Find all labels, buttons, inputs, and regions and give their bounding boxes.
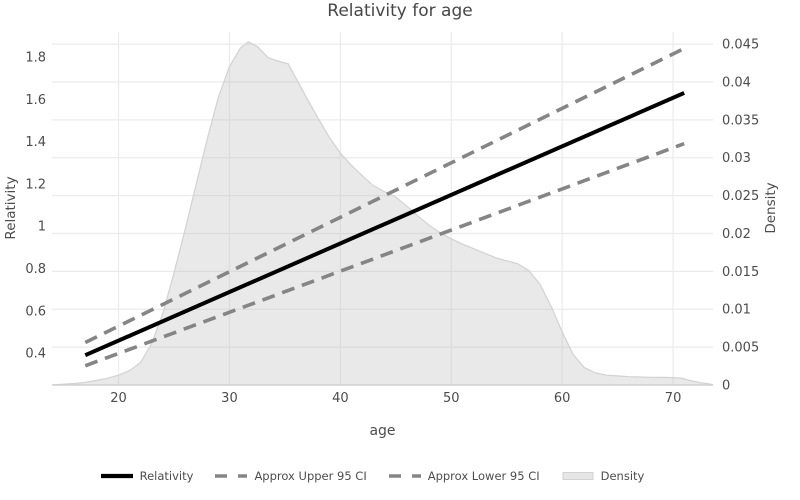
density-outline (51, 41, 714, 386)
y-left-tick-label: 1.4 (25, 135, 46, 150)
y-right-tick-label: 0.04 (722, 75, 751, 90)
legend-label: Density (600, 469, 645, 483)
y-right-tick-label: 0.01 (722, 303, 751, 318)
relativity-line (84, 91, 685, 358)
y-right-tick-label: 0.02 (722, 227, 751, 242)
y-right-tick-label: 0.045 (722, 38, 759, 53)
y-left-tick-label: 1.6 (25, 93, 46, 108)
chart-title: Relativity for age (327, 1, 473, 21)
y-axis-title-left: Relativity (3, 176, 19, 240)
y-left-tick-label: 0.6 (25, 304, 46, 319)
legend: Relativity Approx Upper 95 CI Approx Lower… (0, 463, 745, 489)
chart-canvas: 20 30 40 50 60 70 0.4 0.6 0.8 1 1.2 1.4 1.6 1.8 0 0.005… (25, 32, 759, 406)
y-left-tick-label: 1.2 (25, 177, 46, 192)
x-tick-label: 60 (554, 391, 571, 406)
y-right-tick-label: 0.005 (722, 341, 759, 356)
legend-label: Approx Upper 95 CI (254, 469, 367, 483)
lower-ci-line (84, 141, 685, 368)
x-tick-label: 20 (110, 391, 127, 406)
y-right-tick-label: 0.03 (722, 151, 751, 166)
x-tick-label: 40 (332, 391, 349, 406)
y-left-tick-label: 0.4 (25, 347, 46, 362)
y-axis-title-right: Density (763, 182, 779, 234)
x-tick-label: 30 (221, 391, 238, 406)
dashed-line-sample-icon (388, 474, 421, 478)
upper-ci-line (84, 46, 685, 345)
x-axis-title: age (369, 423, 396, 439)
legend-label: Relativity (139, 469, 194, 483)
y-left-tick-label: 1.8 (25, 50, 46, 65)
legend-label: Approx Lower 95 CI (427, 469, 540, 483)
y-left-tick-label: 1 (38, 220, 46, 235)
area-line-sample-icon (562, 472, 594, 480)
y-right-tick-label: 0.025 (722, 189, 759, 204)
legend-item-approx-lower-95-ci[interactable]: Approx Lower 95 CI (388, 469, 540, 483)
legend-item-relativity[interactable]: Relativity (100, 469, 194, 483)
y-right-tick-label: 0.015 (722, 265, 759, 280)
dashed-line-sample-icon (215, 474, 248, 478)
density-area (52, 41, 713, 386)
legend-item-density[interactable]: Density (562, 469, 645, 483)
y-right-tick-label: 0 (722, 379, 730, 394)
tick-labels: 20 30 40 50 60 70 0.4 0.6 0.8 1 1.2 1.4 1.6 1.8 0 0.005… (25, 38, 759, 406)
x-tick-label: 70 (665, 391, 682, 406)
y-right-tick-label: 0.035 (722, 113, 759, 128)
solid-line-sample-icon (100, 473, 133, 479)
y-left-tick-label: 0.8 (25, 262, 46, 277)
legend-item-approx-upper-95-ci[interactable]: Approx Upper 95 CI (215, 469, 367, 483)
gridlines (52, 32, 713, 385)
x-tick-label: 50 (443, 391, 460, 406)
